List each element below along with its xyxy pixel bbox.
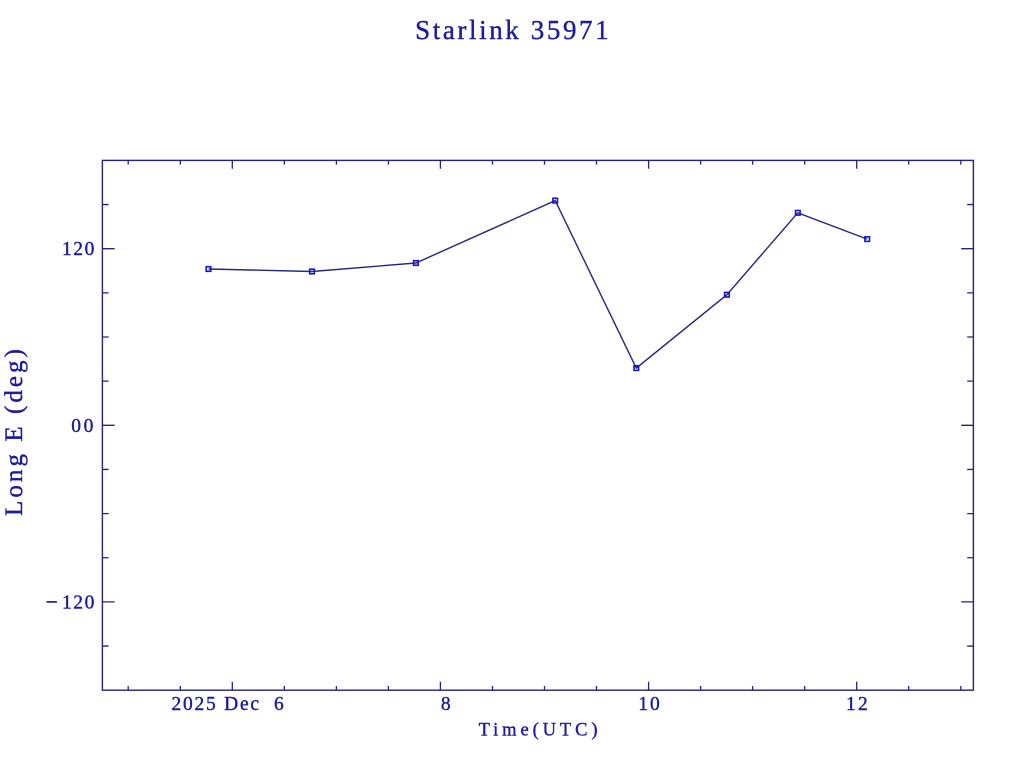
svg-text:12: 12 [846, 694, 870, 715]
svg-text:120: 120 [62, 239, 96, 260]
svg-text:10: 10 [638, 694, 662, 715]
svg-text:8: 8 [441, 694, 452, 715]
svg-text:2025 Dec 6: 2025 Dec 6 [171, 694, 285, 715]
svg-text:Long E (deg): Long E (deg) [1, 346, 28, 516]
svg-text:00: 00 [71, 416, 96, 437]
svg-text:Starlink 35971: Starlink 35971 [415, 15, 611, 45]
svg-text:120: 120 [62, 592, 96, 613]
svg-text:Time(UTC): Time(UTC) [479, 721, 602, 741]
